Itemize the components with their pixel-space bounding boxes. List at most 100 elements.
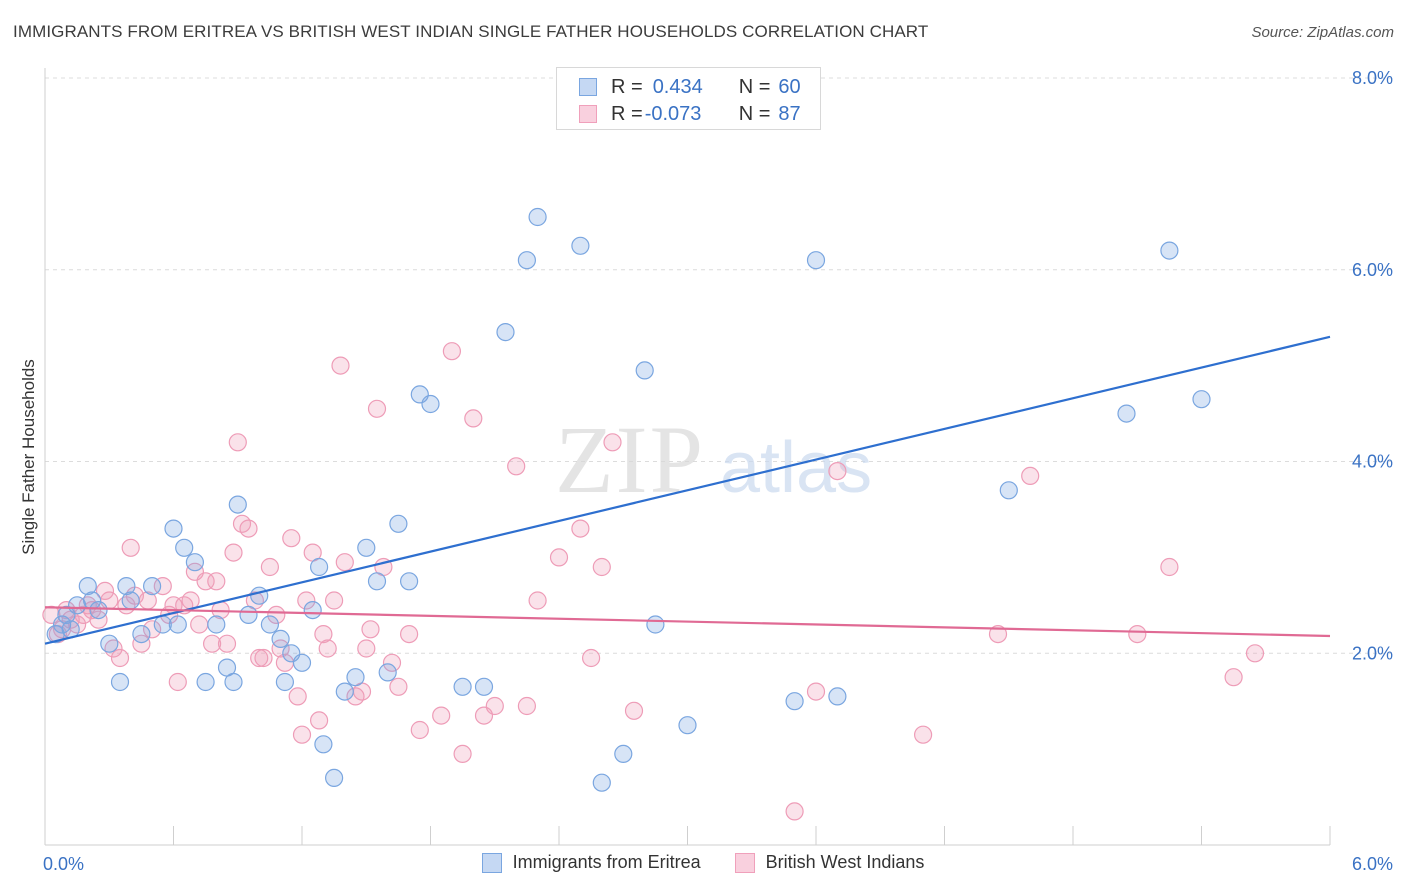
point-british-west-indian	[282, 529, 301, 548]
point-eritrea	[999, 481, 1018, 500]
point-british-west-indian	[224, 543, 243, 562]
point-eritrea	[78, 576, 97, 596]
point-eritrea	[325, 768, 344, 788]
point-british-west-indian	[207, 572, 226, 591]
point-british-west-indian	[1128, 624, 1147, 644]
y-tick-label: 4.0%	[1352, 452, 1393, 472]
point-british-west-indian	[442, 342, 461, 361]
point-eritrea	[224, 672, 243, 692]
point-eritrea	[517, 251, 537, 270]
legend-swatch-blue	[481, 852, 502, 873]
legend-item-bwi: British West Indians	[734, 852, 925, 873]
trend-line-eritrea	[44, 335, 1331, 645]
y-tick-label: 6.0%	[1352, 260, 1393, 280]
grid-lines	[45, 77, 1392, 654]
point-eritrea	[785, 692, 804, 711]
point-british-west-indian	[267, 605, 286, 625]
point-eritrea	[421, 394, 440, 414]
point-british-west-indian	[239, 519, 258, 538]
legend-r-value: 0.434	[652, 75, 703, 98]
chart-title: IMMIGRANTS FROM ERITREA VS BRITISH WEST …	[13, 22, 929, 41]
point-british-west-indian	[400, 624, 419, 644]
point-british-west-indian	[250, 648, 269, 668]
point-british-west-indian	[624, 701, 644, 720]
point-eritrea	[303, 600, 322, 620]
point-eritrea	[310, 557, 329, 577]
point-british-west-indian	[260, 557, 279, 577]
point-british-west-indian	[196, 572, 215, 591]
point-eritrea	[635, 361, 654, 380]
point-eritrea	[117, 576, 136, 596]
point-eritrea	[260, 615, 279, 634]
point-eritrea	[89, 600, 108, 620]
point-british-west-indian	[571, 519, 590, 538]
point-eritrea	[275, 672, 294, 692]
series-immigrants-from-eritrea	[46, 207, 1211, 792]
point-british-west-indian	[410, 720, 429, 740]
point-british-west-indian	[549, 548, 569, 567]
point-eritrea	[239, 605, 258, 625]
trend-lines	[44, 335, 1331, 645]
legend-row-eritrea: R = 0.434 N = 60	[579, 74, 801, 100]
watermark-zip: ZIP	[555, 406, 705, 513]
legend-item-eritrea: Immigrants from Eritrea	[481, 852, 701, 873]
point-eritrea	[400, 572, 419, 591]
point-eritrea	[196, 672, 215, 692]
point-eritrea	[1192, 390, 1211, 409]
legend-swatch-pink	[734, 852, 755, 873]
point-eritrea	[100, 634, 119, 653]
point-british-west-indian	[464, 409, 483, 428]
y-tick-label: 8.0%	[1352, 68, 1393, 88]
point-british-west-indian	[592, 557, 611, 577]
point-british-west-indian	[785, 802, 804, 821]
point-british-west-indian	[1224, 668, 1243, 687]
point-british-west-indian	[228, 433, 247, 452]
point-british-west-indian	[110, 648, 130, 668]
point-eritrea	[164, 519, 183, 538]
point-british-west-indian	[168, 672, 187, 692]
point-eritrea	[496, 323, 515, 342]
point-british-west-indian	[517, 696, 537, 716]
legend-label-bwi: British West Indians	[765, 852, 925, 872]
tick-labels: 2.0% 4.0% 6.0% 8.0% 0.0% 6.0%	[43, 68, 1393, 874]
point-british-west-indian	[335, 553, 354, 572]
legend-n-value: 87	[778, 102, 801, 125]
trend-line-british-west-indians	[44, 606, 1331, 638]
source-label: Source: ZipAtlas.com	[1251, 24, 1394, 41]
point-eritrea	[389, 514, 408, 533]
point-eritrea	[678, 716, 697, 735]
legend-n-label: N =	[738, 75, 771, 98]
point-british-west-indian	[203, 634, 222, 653]
point-eritrea	[614, 744, 633, 764]
point-eritrea	[453, 677, 472, 696]
point-eritrea	[828, 687, 847, 706]
point-eritrea	[335, 682, 354, 701]
point-british-west-indian	[1160, 557, 1179, 577]
point-eritrea	[110, 672, 130, 692]
point-british-west-indian	[292, 725, 312, 744]
legend-n-label: N =	[738, 102, 771, 125]
legend-r-label: R =	[611, 75, 643, 98]
point-eritrea	[1117, 404, 1136, 423]
point-eritrea	[175, 538, 194, 557]
point-british-west-indian	[913, 725, 933, 744]
point-british-west-indian	[318, 639, 337, 658]
point-british-west-indian	[389, 677, 408, 696]
point-british-west-indian	[331, 356, 350, 375]
legend-swatch-pink	[579, 105, 597, 123]
point-british-west-indian	[806, 682, 826, 701]
legend-swatch-blue	[579, 78, 597, 96]
point-british-west-indian	[153, 576, 172, 596]
point-eritrea	[121, 591, 140, 610]
point-eritrea	[474, 677, 494, 696]
point-british-west-indian	[357, 639, 376, 658]
point-eritrea	[52, 615, 72, 634]
point-british-west-indian	[271, 639, 290, 658]
series-legend: Immigrants from Eritrea British West Ind…	[0, 852, 1406, 873]
legend-label-eritrea: Immigrants from Eritrea	[512, 852, 701, 872]
point-british-west-indian	[485, 696, 504, 716]
point-british-west-indian	[603, 433, 622, 452]
point-british-west-indian	[988, 624, 1008, 644]
y-tick-label: 2.0%	[1352, 643, 1393, 663]
x-tick-label: 0.0%	[43, 854, 84, 874]
